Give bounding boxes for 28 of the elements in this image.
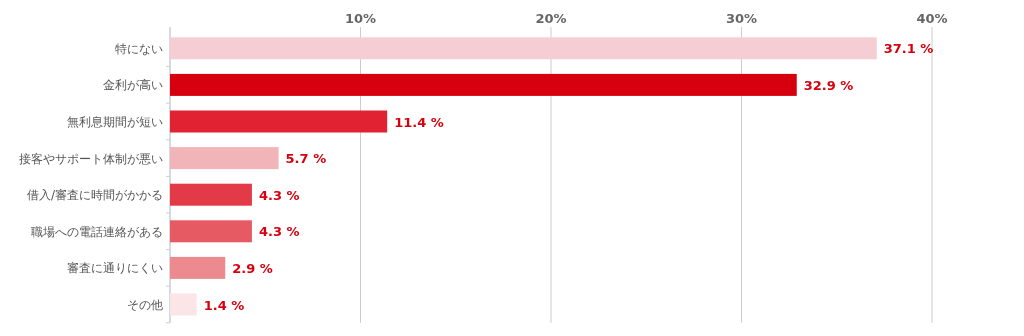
x-tick-label: 40% [916,11,948,26]
y-tick-label: 接客やサポート体制が悪い [19,151,163,166]
data-label: 5.7 % [285,151,327,167]
y-tick-label: 審査に通りにくい [67,261,163,276]
bar [170,110,388,133]
bar [170,147,279,170]
data-label: 11.4 % [394,114,444,130]
y-tick-label: 金利が高い [103,78,163,93]
y-tick-label: 借入/審査に時間がかかる [26,188,163,203]
y-tick-label: 特にない [115,41,163,56]
x-tick-label: 10% [344,11,377,26]
bar [170,183,252,206]
bar [170,73,797,96]
bar [170,256,226,279]
x-tick-label: 30% [725,11,758,26]
bar [170,293,197,316]
data-label: 37.1 % [883,41,934,57]
data-label: 4.3 % [258,224,300,240]
data-label: 1.4 % [203,297,245,313]
data-label: 2.9 % [232,260,273,276]
y-tick-label: 無利息期間が短い [67,115,163,129]
bar [170,37,877,60]
y-tick-label: その他 [127,298,163,312]
bar [170,220,252,243]
data-label: 4.3 % [258,187,300,203]
x-tick-label: 20% [535,11,567,26]
data-label: 32.9 % [803,77,854,93]
y-tick-label: 職場への電話連絡がある [31,224,163,239]
